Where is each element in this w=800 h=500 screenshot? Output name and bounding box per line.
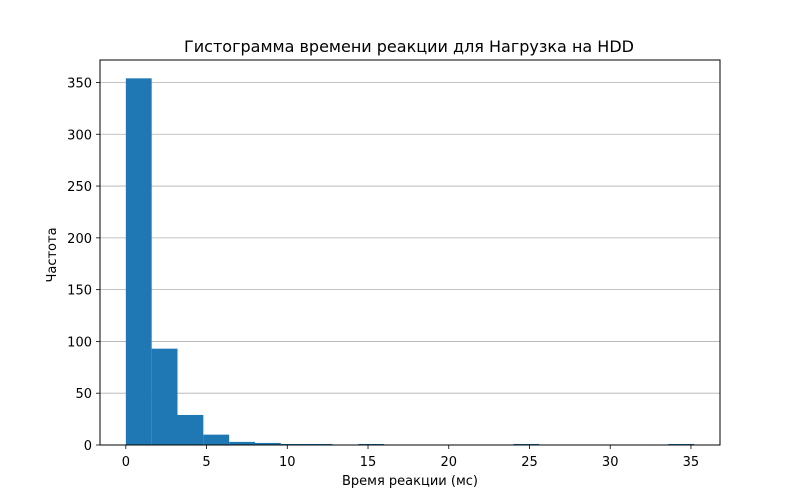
x-axis-label: Время реакции (мс) — [342, 474, 478, 489]
y-tick-label: 150 — [67, 284, 92, 299]
y-tick-label: 50 — [75, 387, 92, 402]
histogram-bars — [125, 78, 695, 445]
histogram-bar — [151, 348, 178, 445]
histogram-bar — [203, 434, 230, 445]
y-tick-label: 200 — [67, 232, 92, 247]
gridlines — [100, 82, 720, 446]
x-tick-label: 20 — [440, 455, 457, 470]
x-tick-label: 15 — [360, 455, 377, 470]
histogram-bar — [306, 443, 333, 445]
x-tick-label: 10 — [279, 455, 296, 470]
y-tick-label: 100 — [67, 335, 92, 350]
chart-title: Гистограмма времени реакции для Нагрузка… — [184, 37, 634, 56]
x-axis-ticks: 0 5 10 15 20 25 30 35 — [122, 445, 700, 470]
plot-frame — [99, 59, 721, 446]
histogram-bar — [668, 443, 695, 445]
y-tick-label: 350 — [67, 76, 92, 91]
histogram-bar — [125, 78, 152, 445]
x-tick-label: 5 — [202, 455, 210, 470]
histogram-bar — [229, 441, 255, 445]
x-tick-label: 0 — [122, 455, 130, 470]
y-tick-label: 300 — [67, 128, 92, 143]
y-axis-ticks: 0 50 100 150 200 250 300 350 — [67, 76, 100, 454]
x-tick-label: 25 — [521, 455, 538, 470]
y-tick-label: 0 — [84, 439, 92, 454]
x-tick-label: 35 — [683, 455, 700, 470]
y-tick-label: 250 — [67, 180, 92, 195]
histogram-bar — [255, 442, 281, 445]
x-tick-label: 30 — [602, 455, 619, 470]
histogram-bar — [358, 443, 385, 445]
histogram-bar — [177, 414, 204, 445]
y-axis-label: Частота — [45, 227, 60, 282]
histogram-bar — [513, 443, 540, 445]
histogram-bar — [280, 443, 307, 445]
